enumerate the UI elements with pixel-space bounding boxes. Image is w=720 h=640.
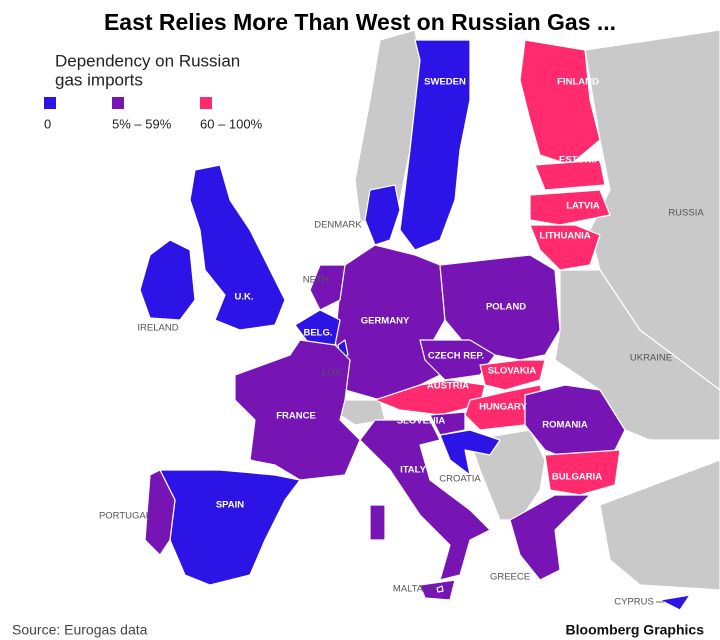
country-labels: SWEDEN FINLAND ESTONIA LATVIA LITHUANIA … bbox=[99, 77, 704, 608]
country-label: RUSSIA bbox=[668, 208, 704, 219]
estonia bbox=[534, 159, 606, 191]
country-label: PORTUGAL bbox=[99, 511, 151, 522]
denmark bbox=[364, 184, 401, 246]
country-label: POLAND bbox=[486, 302, 526, 313]
country-label: UKRAINE bbox=[630, 353, 672, 364]
czech-rep bbox=[419, 339, 496, 381]
country-label: FRANCE bbox=[276, 411, 316, 422]
title: East Relies More Than West on Russian Ga… bbox=[104, 9, 616, 35]
country-label: AUSTRIA bbox=[427, 381, 469, 392]
source: Source: Eurogas data bbox=[12, 622, 148, 638]
greece bbox=[509, 494, 591, 581]
brand: Bloomberg Graphics bbox=[566, 622, 705, 638]
sweden bbox=[399, 39, 471, 251]
legend-title: Dependency on Russian bbox=[55, 51, 240, 70]
ukraine bbox=[554, 269, 720, 441]
turkey bbox=[599, 459, 720, 591]
country-label: HUNGARY bbox=[479, 402, 527, 413]
country-label: LUX. bbox=[322, 368, 343, 379]
country-label: GREECE bbox=[490, 572, 530, 583]
country-label: SWEDEN bbox=[424, 77, 466, 88]
country-label: U.K. bbox=[235, 292, 254, 303]
legend: Dependency on Russian gas imports 0 5% – … bbox=[44, 51, 263, 131]
legend-swatch bbox=[200, 97, 212, 109]
country-label: SPAIN bbox=[216, 500, 244, 511]
netherlands bbox=[309, 264, 346, 311]
country-label: CROATIA bbox=[439, 474, 481, 485]
spain bbox=[159, 469, 301, 586]
legend-swatch bbox=[112, 97, 124, 109]
sardinia bbox=[369, 504, 386, 541]
country-label: CYPRUS bbox=[614, 597, 654, 608]
legend-title: gas imports bbox=[55, 70, 143, 89]
ireland bbox=[139, 239, 196, 321]
country-label: CZECH REP. bbox=[428, 351, 484, 362]
country-label: IRELAND bbox=[137, 323, 178, 334]
malta bbox=[436, 585, 444, 593]
country-label: ITALY bbox=[400, 465, 427, 476]
country-label: DENMARK bbox=[314, 220, 362, 231]
legend-label: 60 – 100% bbox=[200, 116, 263, 131]
croatia bbox=[439, 429, 501, 476]
country-label: FINLAND bbox=[557, 77, 599, 88]
poland bbox=[439, 254, 561, 361]
latvia bbox=[529, 189, 611, 226]
country-label: LATVIA bbox=[566, 201, 600, 212]
country-label: BELG. bbox=[303, 328, 332, 339]
portugal bbox=[144, 469, 176, 556]
country-label: ESTONIA bbox=[559, 155, 601, 166]
legend-swatch bbox=[44, 97, 56, 109]
cyprus bbox=[659, 594, 691, 611]
italy bbox=[359, 419, 491, 581]
slovenia bbox=[429, 411, 466, 436]
legend-label: 0 bbox=[44, 116, 51, 131]
uk bbox=[189, 164, 286, 331]
country-label: BULGARIA bbox=[552, 472, 602, 483]
country-label: SLOVENIA bbox=[397, 416, 446, 427]
country-label: NETH. bbox=[303, 275, 332, 286]
legend-label: 5% – 59% bbox=[112, 116, 172, 131]
country-label: ROMANIA bbox=[542, 420, 588, 431]
lithuania bbox=[529, 224, 601, 271]
austria bbox=[374, 379, 486, 416]
country-label: SLOVAKIA bbox=[488, 366, 537, 377]
country-label: GERMANY bbox=[361, 316, 410, 327]
country-label: MALTA bbox=[393, 584, 424, 595]
bulgaria bbox=[544, 449, 621, 496]
countries bbox=[139, 29, 720, 611]
country-label: LITHUANIA bbox=[539, 231, 590, 242]
